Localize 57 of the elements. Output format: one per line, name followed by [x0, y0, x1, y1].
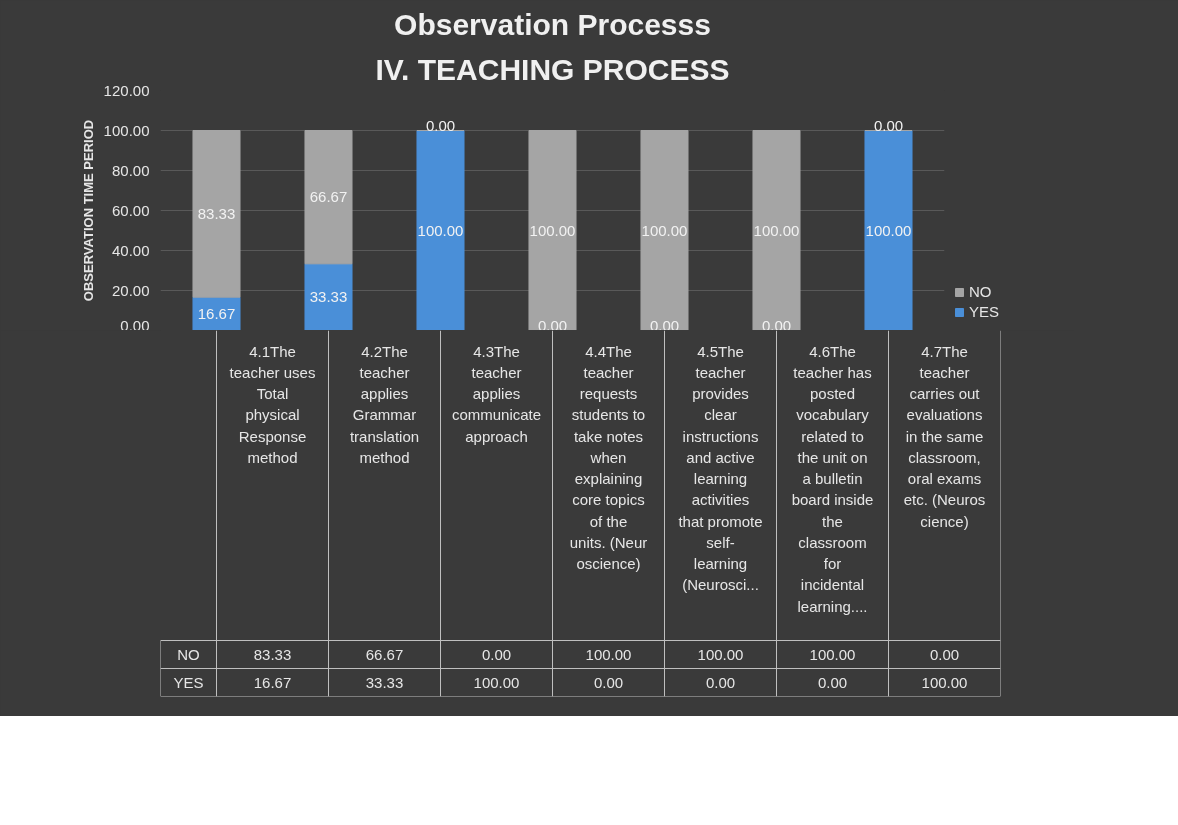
text: 100.00 [753, 221, 800, 239]
text: 100.00 [865, 221, 912, 239]
category-label: 4.6The teacher has posted vocabulary related to the unit on a bulletin board inside the classroom for incidental learning.... [791, 342, 874, 615]
text: 0.00 [425, 116, 456, 134]
text: YES [173, 674, 204, 691]
data-label: 100.00 [809, 645, 856, 663]
data-label: 0.00 [705, 673, 736, 691]
data-label: 33.33 [365, 673, 404, 691]
bar [752, 130, 801, 330]
bar [304, 130, 353, 265]
y-tick-label: 100.00 [103, 121, 150, 139]
y-tick-label: 80.00 [111, 161, 150, 179]
category-label: 4.7The teacher carries out evaluations in the same classroom, oral exams etc. (Neuroscience) [903, 342, 986, 530]
y-tick-label: 120.00 [103, 81, 150, 99]
data-label: 0.00 [481, 645, 512, 663]
text: 100.00 [529, 221, 576, 239]
data-label: 66.67 [365, 645, 404, 663]
text: 0.00 [537, 316, 568, 334]
data-label: 0.00 [817, 673, 848, 691]
y-axis-title: OBSERVATION TIME PERIOD [80, 119, 96, 302]
data-label: 100.00 [473, 673, 520, 691]
bar [528, 130, 577, 330]
chart-title: Observation Processs [394, 7, 711, 41]
x-tick-label: 4.2The teacher applies Grammar translation method [349, 342, 420, 466]
legend-label: YES [969, 303, 1000, 320]
text: 100.00 [417, 221, 464, 239]
bar [640, 130, 689, 330]
bar [416, 130, 465, 330]
text: 16.67 [197, 304, 236, 322]
text: 66.67 [309, 188, 348, 206]
text: 83.33 [197, 204, 236, 222]
y-tick-label: 0.00 [120, 316, 150, 334]
bar [864, 130, 913, 330]
text: NO [177, 646, 200, 663]
text: 100.00 [641, 221, 688, 239]
text: 33.33 [309, 288, 348, 306]
y-tick-label: 20.00 [111, 281, 150, 299]
text: 0.00 [761, 316, 792, 334]
data-label: 0.00 [929, 645, 960, 663]
x-tick-label: 4.1The teacher uses Total physical Response method [229, 342, 316, 466]
legend-label: NO [969, 283, 992, 300]
data-label: 16.67 [253, 673, 292, 691]
bar [304, 263, 353, 330]
y-tick-label: 40.00 [111, 241, 150, 259]
chart-subtitle: IV. TEACHING PROCESS [375, 52, 730, 86]
data-label: 83.33 [253, 645, 292, 663]
text: 0.00 [873, 116, 904, 134]
y-tick-label: 60.00 [111, 201, 150, 219]
data-label: 100.00 [921, 673, 968, 691]
x-tick-label: 4.3The teacher applies communicate approach [451, 342, 542, 445]
data-label: 100.00 [585, 645, 632, 663]
data-label: 100.00 [697, 645, 744, 663]
text: 0.00 [649, 316, 680, 334]
category-label: 4.5The teacher provides clear instructions and active learning activities that promote self-learning (Neurosci... [678, 342, 763, 594]
category-label: 4.4The teacher requests students to take notes when explaining core topics of the units. (Neuroscience) [569, 342, 648, 572]
data-label: 0.00 [593, 673, 624, 691]
bar [192, 130, 241, 298]
